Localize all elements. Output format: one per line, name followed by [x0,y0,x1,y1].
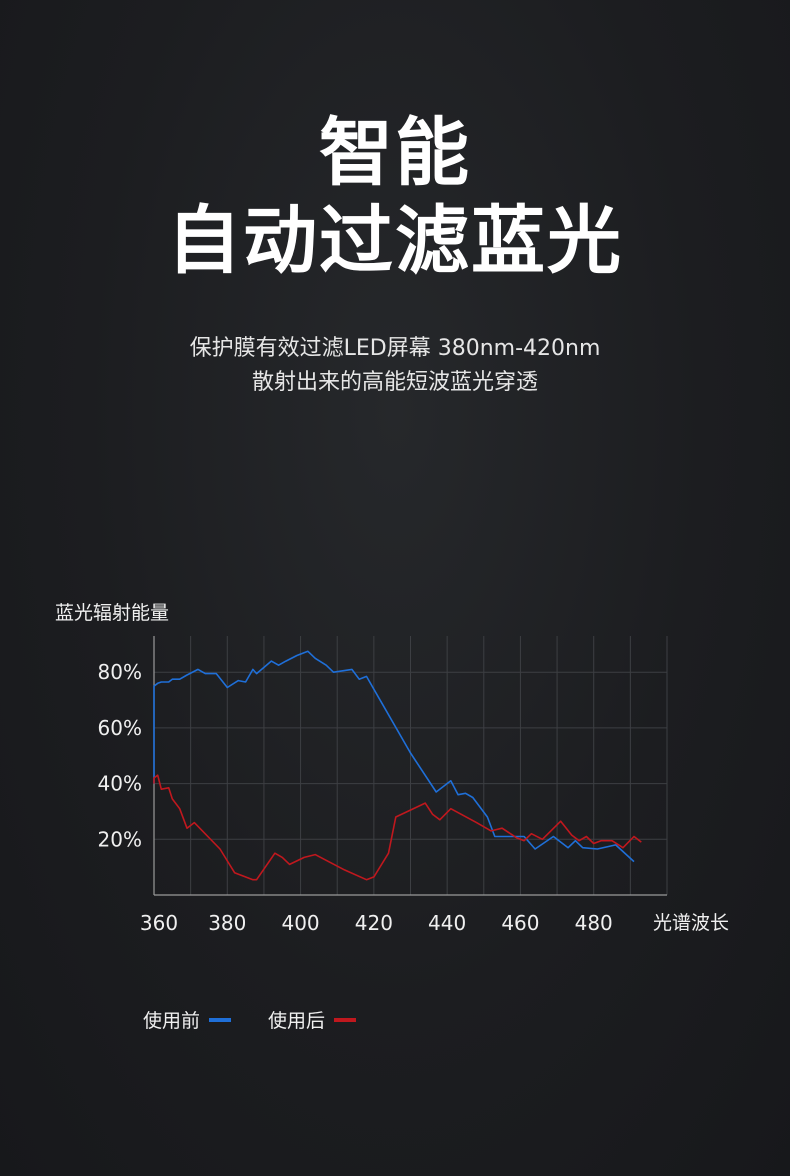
x-tick-label: 480 [575,911,613,935]
x-tick-label: 440 [428,911,466,935]
x-tick-label: 460 [501,911,539,935]
y-tick-label: 40% [98,772,142,796]
headline-line-1: 智能 [319,110,471,196]
legend-swatch-before [209,1017,232,1022]
x-tick-label: 360 [140,911,178,935]
x-tick-label: 420 [355,911,393,935]
series-line-before [153,650,635,863]
legend-label-before: 使用前 [143,1010,201,1032]
legend-label-after: 使用后 [268,1010,326,1032]
series-line-after [153,774,642,881]
subtitle-line-1: 保护膜有效过滤LED屏幕 380nm-420nm [189,336,601,361]
headline-line-2: 自动过滤蓝光 [167,198,623,284]
x-tick-label: 380 [208,911,246,935]
x-axis-label: 光谱波长 [653,912,730,934]
y-axis-label: 蓝光辐射能量 [55,602,170,624]
legend-item-after: 使用后 [268,1006,357,1033]
subtitle-line-2: 散射出来的高能短波蓝光穿透 [251,370,538,395]
y-tick-label: 20% [98,827,142,851]
x-tick-label: 400 [281,911,319,935]
legend-item-before: 使用前 [143,1006,232,1033]
legend-swatch-after [334,1017,357,1022]
y-tick-label: 60% [98,716,142,740]
y-tick-label: 80% [98,660,142,684]
